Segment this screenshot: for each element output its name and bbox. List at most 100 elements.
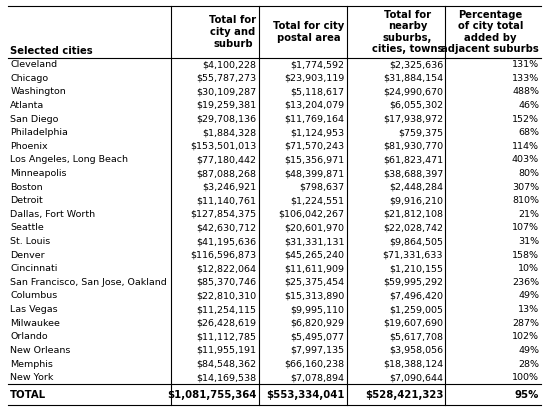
Text: $1,884,328: $1,884,328 bbox=[202, 128, 257, 137]
Text: Total for
nearby
suburbs,
cities, towns: Total for nearby suburbs, cities, towns bbox=[372, 9, 443, 54]
Text: $553,334,041: $553,334,041 bbox=[266, 390, 344, 399]
Text: TOTAL: TOTAL bbox=[10, 390, 46, 399]
Text: Las Vegas: Las Vegas bbox=[10, 305, 58, 314]
Text: 10%: 10% bbox=[518, 264, 539, 273]
Text: $31,884,154: $31,884,154 bbox=[383, 74, 443, 83]
Text: Washington: Washington bbox=[10, 88, 66, 97]
Text: 68%: 68% bbox=[518, 128, 539, 137]
Text: 307%: 307% bbox=[512, 182, 539, 192]
Text: Total for city
postal area: Total for city postal area bbox=[273, 21, 344, 43]
Text: $21,812,108: $21,812,108 bbox=[383, 210, 443, 219]
Text: Memphis: Memphis bbox=[10, 360, 53, 369]
Text: $20,601,970: $20,601,970 bbox=[285, 224, 344, 233]
Text: $31,331,131: $31,331,131 bbox=[284, 237, 344, 246]
Text: $48,399,871: $48,399,871 bbox=[285, 169, 344, 178]
Text: Dallas, Fort Worth: Dallas, Fort Worth bbox=[10, 210, 95, 219]
Text: 31%: 31% bbox=[518, 237, 539, 246]
Text: $7,997,135: $7,997,135 bbox=[290, 346, 344, 355]
Text: San Diego: San Diego bbox=[10, 115, 59, 124]
Text: $71,570,243: $71,570,243 bbox=[285, 142, 344, 151]
Text: $66,160,238: $66,160,238 bbox=[285, 360, 344, 369]
Text: 100%: 100% bbox=[512, 373, 539, 382]
Text: $1,774,592: $1,774,592 bbox=[290, 60, 344, 69]
Text: $3,958,056: $3,958,056 bbox=[389, 346, 443, 355]
Text: $15,313,890: $15,313,890 bbox=[285, 291, 344, 300]
Text: 287%: 287% bbox=[512, 319, 539, 328]
Text: Percentage
of city total
added by
adjacent suburbs: Percentage of city total added by adjace… bbox=[441, 9, 539, 54]
Text: $12,822,064: $12,822,064 bbox=[196, 264, 257, 273]
Text: $11,611,909: $11,611,909 bbox=[285, 264, 344, 273]
Text: Cincinnati: Cincinnati bbox=[10, 264, 58, 273]
Text: 13%: 13% bbox=[518, 305, 539, 314]
Text: $45,265,240: $45,265,240 bbox=[285, 251, 344, 260]
Text: 80%: 80% bbox=[518, 169, 539, 178]
Text: 21%: 21% bbox=[518, 210, 539, 219]
Text: $85,370,746: $85,370,746 bbox=[196, 278, 257, 287]
Text: $1,224,551: $1,224,551 bbox=[290, 196, 344, 205]
Text: $3,246,921: $3,246,921 bbox=[202, 182, 257, 192]
Text: $77,180,442: $77,180,442 bbox=[196, 155, 257, 164]
Text: $17,938,972: $17,938,972 bbox=[383, 115, 443, 124]
Text: $7,090,644: $7,090,644 bbox=[389, 373, 443, 382]
Text: Columbus: Columbus bbox=[10, 291, 58, 300]
Text: $18,388,124: $18,388,124 bbox=[383, 360, 443, 369]
Text: $25,375,454: $25,375,454 bbox=[285, 278, 344, 287]
Text: $5,617,708: $5,617,708 bbox=[389, 332, 443, 341]
Text: 236%: 236% bbox=[512, 278, 539, 287]
Text: St. Louis: St. Louis bbox=[10, 237, 51, 246]
Text: $13,204,079: $13,204,079 bbox=[285, 101, 344, 110]
Text: Atlanta: Atlanta bbox=[10, 101, 45, 110]
Text: 49%: 49% bbox=[518, 291, 539, 300]
Text: 131%: 131% bbox=[512, 60, 539, 69]
Text: 488%: 488% bbox=[512, 88, 539, 97]
Text: Selected cities: Selected cities bbox=[10, 46, 93, 56]
Text: $4,100,228: $4,100,228 bbox=[202, 60, 257, 69]
Text: $2,325,636: $2,325,636 bbox=[389, 60, 443, 69]
Text: $1,081,755,364: $1,081,755,364 bbox=[167, 390, 257, 399]
Text: $15,356,971: $15,356,971 bbox=[285, 155, 344, 164]
Text: $9,916,210: $9,916,210 bbox=[389, 196, 443, 205]
Text: $11,140,761: $11,140,761 bbox=[196, 196, 257, 205]
Text: $9,864,505: $9,864,505 bbox=[389, 237, 443, 246]
Text: Denver: Denver bbox=[10, 251, 45, 260]
Text: 403%: 403% bbox=[512, 155, 539, 164]
Text: $41,195,636: $41,195,636 bbox=[196, 237, 257, 246]
Text: 102%: 102% bbox=[512, 332, 539, 341]
Text: Chicago: Chicago bbox=[10, 74, 48, 83]
Text: 28%: 28% bbox=[518, 360, 539, 369]
Text: New Orleans: New Orleans bbox=[10, 346, 71, 355]
Text: 107%: 107% bbox=[512, 224, 539, 233]
Text: $81,930,770: $81,930,770 bbox=[383, 142, 443, 151]
Text: 158%: 158% bbox=[512, 251, 539, 260]
Text: $5,495,077: $5,495,077 bbox=[290, 332, 344, 341]
Text: Boston: Boston bbox=[10, 182, 43, 192]
Text: $9,995,110: $9,995,110 bbox=[290, 305, 344, 314]
Text: $127,854,375: $127,854,375 bbox=[190, 210, 257, 219]
Text: $22,810,310: $22,810,310 bbox=[196, 291, 257, 300]
Text: $7,496,420: $7,496,420 bbox=[389, 291, 443, 300]
Text: $30,109,287: $30,109,287 bbox=[196, 88, 257, 97]
Text: $29,708,136: $29,708,136 bbox=[196, 115, 257, 124]
Text: 46%: 46% bbox=[518, 101, 539, 110]
Text: $19,259,381: $19,259,381 bbox=[196, 101, 257, 110]
Text: $6,820,929: $6,820,929 bbox=[290, 319, 344, 328]
Text: Total for
city and
suburb: Total for city and suburb bbox=[209, 16, 257, 48]
Text: San Francisco, San Jose, Oakland: San Francisco, San Jose, Oakland bbox=[10, 278, 167, 287]
Text: $153,501,013: $153,501,013 bbox=[190, 142, 257, 151]
Text: $759,375: $759,375 bbox=[398, 128, 443, 137]
Text: Philadelphia: Philadelphia bbox=[10, 128, 68, 137]
Text: Phoenix: Phoenix bbox=[10, 142, 48, 151]
Text: $59,995,292: $59,995,292 bbox=[383, 278, 443, 287]
Text: $11,254,115: $11,254,115 bbox=[196, 305, 257, 314]
Text: $11,955,191: $11,955,191 bbox=[196, 346, 257, 355]
Text: $116,596,873: $116,596,873 bbox=[190, 251, 257, 260]
Text: Cleveland: Cleveland bbox=[10, 60, 58, 69]
Text: $22,028,742: $22,028,742 bbox=[383, 224, 443, 233]
Text: $71,331,633: $71,331,633 bbox=[382, 251, 443, 260]
Text: Orlando: Orlando bbox=[10, 332, 48, 341]
Text: New York: New York bbox=[10, 373, 54, 382]
Text: 49%: 49% bbox=[518, 346, 539, 355]
Text: Minneapolis: Minneapolis bbox=[10, 169, 67, 178]
Text: $87,088,268: $87,088,268 bbox=[196, 169, 257, 178]
Text: $19,607,690: $19,607,690 bbox=[383, 319, 443, 328]
